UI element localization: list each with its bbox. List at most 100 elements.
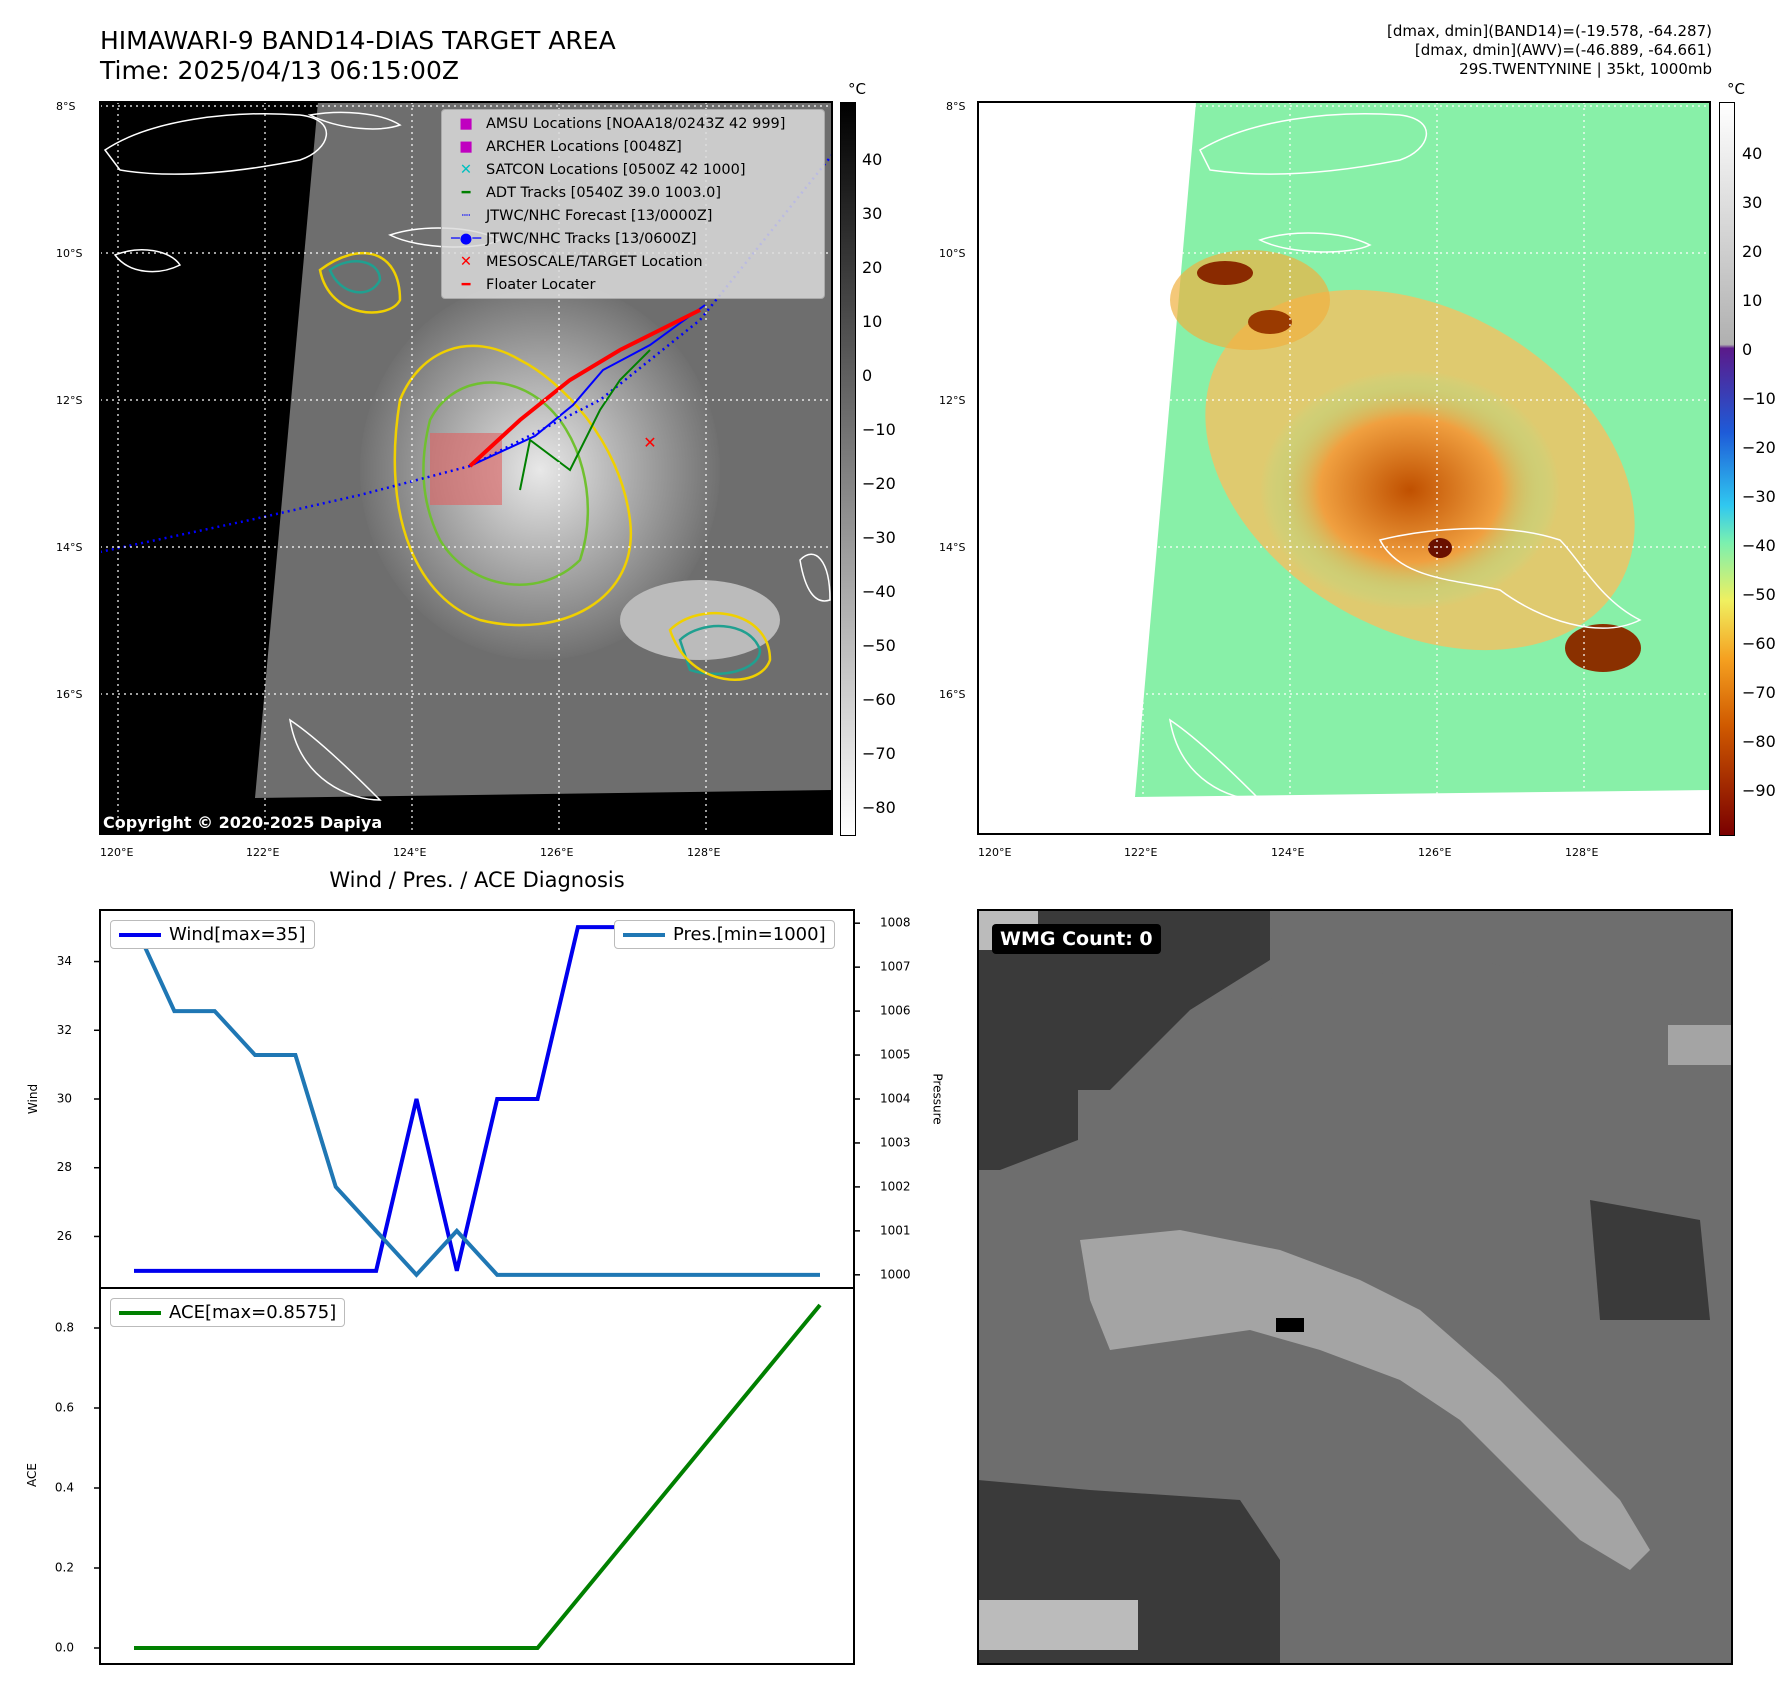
- dry-slot-1: [1197, 261, 1253, 285]
- pressure-tick-label: 1001: [880, 1223, 911, 1237]
- legend-item-jtwc-tracks: ─●─ JTWC/NHC Tracks [13/0600Z]: [450, 231, 697, 247]
- pressure-line: [132, 922, 820, 1278]
- pressure-tick-label: 1008: [880, 916, 911, 930]
- ace-tick-label: 0.2: [55, 1561, 74, 1575]
- band14-colorbar-unit: °C: [848, 80, 866, 98]
- pres-legend: Pres.[min=1000]: [614, 920, 835, 949]
- pressure-tick-label: 1005: [880, 1048, 911, 1062]
- awv-map: [978, 102, 1710, 834]
- floater-locater: [468, 308, 701, 468]
- band14-tick: 30: [862, 204, 883, 223]
- legend-item-target: ✕ MESOSCALE/TARGET Location: [459, 254, 703, 270]
- wmg-dark-region-top: [978, 910, 1270, 1170]
- awv-tick: 30: [1742, 193, 1763, 212]
- wmg-count-badge: WMG Count: 0: [992, 924, 1161, 954]
- awv-colorbar-ticks: 40 30 20 10 0 −10 −20 −30 −40 −50 −60 −7…: [1742, 102, 1782, 834]
- tr-lat-label: 10°S: [939, 247, 966, 260]
- tl-lon-label: 128°E: [687, 846, 721, 859]
- pressure-tick-label: 1000: [880, 1267, 911, 1281]
- band14-tick: −50: [862, 636, 896, 655]
- pressure-tick-label: 1002: [880, 1179, 911, 1193]
- tr-lat-label: 12°S: [939, 394, 966, 407]
- pressure-tick-label: 1004: [880, 1092, 911, 1106]
- awv-tick: −10: [1742, 389, 1776, 408]
- wind-tick-label: 34: [57, 954, 72, 968]
- tl-lon-label: 124°E: [393, 846, 427, 859]
- storm-core: [1260, 370, 1560, 610]
- awv-tick: 20: [1742, 242, 1763, 261]
- diagnosis-title: Wind / Pres. / ACE Diagnosis: [329, 868, 625, 892]
- cloud-band: [620, 580, 780, 660]
- target-location-marker: ✕: [643, 433, 656, 452]
- awv-tick: −40: [1742, 536, 1776, 555]
- wmg-black-pixel: [1276, 1318, 1304, 1332]
- legend-item-amsu: ■ AMSU Locations [NOAA18/0243Z 42 999]: [459, 116, 786, 132]
- ace-legend-label: ACE[max=0.8575]: [169, 1302, 337, 1323]
- tl-lon-label: 126°E: [540, 846, 574, 859]
- dry-slot-4: [1428, 538, 1452, 558]
- band14-colorbar: [840, 102, 856, 836]
- dry-slot-2: [1248, 310, 1292, 334]
- wind-tick-label: 30: [57, 1092, 72, 1106]
- figure-title: HIMAWARI-9 BAND14-DIAS TARGET AREA Time:…: [100, 26, 616, 86]
- awv-tick: −80: [1742, 732, 1776, 751]
- title-line-1: HIMAWARI-9 BAND14-DIAS TARGET AREA: [100, 26, 616, 55]
- tr-lon-label: 124°E: [1271, 846, 1305, 859]
- storm-summary: 29S.TWENTYNINE | 35kt, 1000mb: [1459, 60, 1712, 78]
- wmg-light-patch-right: [1668, 1025, 1732, 1065]
- awv-tick: −20: [1742, 438, 1776, 457]
- ace-axes: [99, 1287, 855, 1665]
- awv-range: [dmax, dmin](AWV)=(-46.889, -64.661): [1414, 41, 1712, 59]
- ace-tick-label: 0.8: [55, 1321, 74, 1335]
- tr-lon-label: 120°E: [978, 846, 1012, 859]
- awv-tick: −90: [1742, 781, 1776, 800]
- legend-item-satcon: ✕ SATCON Locations [0500Z 42 1000]: [459, 162, 746, 178]
- wind-legend-label: Wind[max=35]: [169, 924, 306, 945]
- band14-tick: −20: [862, 474, 896, 493]
- jtwc-track: [469, 304, 706, 467]
- awv-tick: 40: [1742, 144, 1763, 163]
- band14-tick: −80: [862, 798, 896, 817]
- wmg-light-patch-bottom: [978, 1600, 1138, 1650]
- wmg-light-band: [1080, 1230, 1650, 1570]
- band14-tick: −40: [862, 582, 896, 601]
- tr-lon-label: 128°E: [1565, 846, 1599, 859]
- tr-lat-label: 14°S: [939, 541, 966, 554]
- ace-legend: ACE[max=0.8575]: [110, 1298, 346, 1327]
- pressure-tick-label: 1006: [880, 1004, 911, 1018]
- ace-tick-label: 0.6: [55, 1401, 74, 1415]
- tl-lat-label: 12°S: [56, 394, 83, 407]
- awv-tick: −50: [1742, 585, 1776, 604]
- axis-ticks: 26 28 30 32 34 1000 1001 1002 1003 1004 1005 1006 10…: [55, 916, 911, 1655]
- band14-tick: −60: [862, 690, 896, 709]
- awv-gridlines: [978, 102, 1710, 834]
- title-line-2: Time: 2025/04/13 06:15:00Z: [100, 56, 459, 85]
- tr-lat-label: 8°S: [946, 100, 966, 113]
- band14-tick: 20: [862, 258, 883, 277]
- awv-tick: −30: [1742, 487, 1776, 506]
- awv-tick: 10: [1742, 291, 1763, 310]
- tl-lat-label: 8°S: [56, 100, 76, 113]
- tr-lat-label: 16°S: [939, 688, 966, 701]
- storm-info: [dmax, dmin](BAND14)=(-19.578, -64.287) …: [1387, 22, 1712, 79]
- legend-item-archer: ■ ARCHER Locations [0048Z]: [459, 139, 682, 155]
- ace-tick-label: 0.0: [55, 1641, 74, 1655]
- tr-lon-label: 126°E: [1418, 846, 1452, 859]
- band14-tick: −70: [862, 744, 896, 763]
- ace-line: [134, 1303, 822, 1650]
- awv-colorbar: [1719, 102, 1735, 836]
- awv-tick: −60: [1742, 634, 1776, 653]
- legend-item-adt: ━ ADT Tracks [0540Z 39.0 1003.0]: [461, 185, 722, 201]
- wmg-mid-region-top: [1200, 910, 1732, 1020]
- legend-item-jtwc-forecast: ┈ JTWC/NHC Forecast [13/0000Z]: [461, 208, 713, 224]
- band14-tick: 0: [862, 366, 873, 385]
- ace-tick-label: 0.4: [55, 1481, 74, 1495]
- awv-tick: −70: [1742, 683, 1776, 702]
- tl-lon-label: 120°E: [100, 846, 134, 859]
- pres-series: [132, 922, 820, 1278]
- ace-series: [134, 1303, 822, 1650]
- tl-lat-label: 10°S: [56, 247, 83, 260]
- wind-tick-label: 26: [57, 1229, 72, 1243]
